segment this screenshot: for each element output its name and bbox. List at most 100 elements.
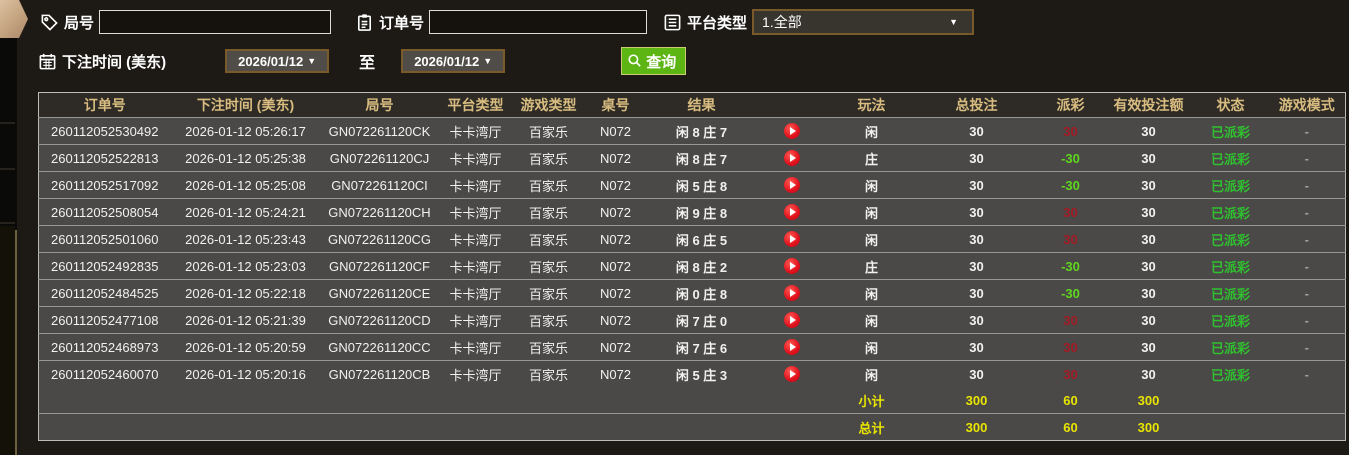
cell-result: 闲 7 庄 6 <box>646 333 757 361</box>
dropdown-arrow-icon: ▼ <box>307 55 317 66</box>
replay-play-icon[interactable] <box>783 204 800 221</box>
query-button[interactable]: 查询 <box>621 47 687 75</box>
replay-play-icon[interactable] <box>783 366 800 383</box>
cell-table_no: N072 <box>584 225 647 253</box>
cell-status: 已派彩 <box>1192 144 1269 172</box>
cell-game_type: 百家乐 <box>512 279 585 307</box>
cell-payout: 30 <box>1036 117 1105 145</box>
background-side-strip <box>0 0 17 455</box>
cell-result: 闲 8 庄 7 <box>646 117 757 145</box>
cell-bet_time: 2026-01-12 05:25:08 <box>170 171 321 199</box>
cell-valid_bet: 30 <box>1104 279 1193 307</box>
round-input[interactable] <box>99 10 332 34</box>
search-icon <box>627 53 643 69</box>
summary-row: 小计 300 60 300 <box>38 387 1346 414</box>
replay-play-icon[interactable] <box>783 123 800 140</box>
cell-bet_time: 2026-01-12 05:26:17 <box>170 117 321 145</box>
cell-valid_bet: 30 <box>1104 117 1193 145</box>
cell-mode: - <box>1268 171 1346 199</box>
cell-order_no: 260112052522813 <box>38 144 171 172</box>
cell-replay <box>756 117 827 145</box>
cell-game_type <box>512 413 585 441</box>
cell-game_type: 百家乐 <box>512 252 585 280</box>
cell-payout: -30 <box>1036 144 1105 172</box>
order-filter-group: 订单号 <box>355 10 648 34</box>
cell-replay <box>756 306 827 334</box>
cell-round_no: GN072261120CI <box>320 171 439 199</box>
filter-bar-top: 局号 订单号 平台类型 1.全部 ▼ <box>40 8 975 36</box>
cell-valid_bet: 30 <box>1104 144 1193 172</box>
cell-payout: 30 <box>1036 360 1105 387</box>
replay-play-icon[interactable] <box>783 150 800 167</box>
table-row: 260112052484525 2026-01-12 05:22:18 GN0722… <box>38 279 1346 307</box>
cell-status: 已派彩 <box>1192 252 1269 280</box>
cell-platform: 卡卡湾厅 <box>438 360 513 387</box>
cell-bet_time: 2026-01-12 05:24:21 <box>170 198 321 226</box>
cell-play: 闲 <box>826 360 917 387</box>
platform-select[interactable]: 1.全部 ▼ <box>752 9 975 35</box>
cell-round_no: GN072261120CD <box>320 306 439 334</box>
date-to-picker[interactable]: 2026/01/12 ▼ <box>401 49 506 73</box>
cell-platform: 卡卡湾厅 <box>438 252 513 280</box>
column-header: 状态 <box>1192 92 1269 118</box>
cell-game_type: 百家乐 <box>512 198 585 226</box>
cell-platform: 卡卡湾厅 <box>438 144 513 172</box>
cell-mode <box>1268 387 1346 414</box>
cell-mode: - <box>1268 333 1346 361</box>
cell-mode: - <box>1268 117 1346 145</box>
cell-valid_bet: 30 <box>1104 360 1193 387</box>
list-icon <box>663 13 682 32</box>
cell-play: 闲 <box>826 306 917 334</box>
cell-result: 闲 7 庄 0 <box>646 306 757 334</box>
cell-total_bet: 300 <box>916 387 1037 414</box>
cell-game_type <box>512 387 585 414</box>
query-button-label: 查询 <box>646 53 677 71</box>
dropdown-arrow-icon: ▼ <box>483 55 493 66</box>
bet-time-group: 下注时间 (美东) <box>38 51 166 72</box>
filter-bar-bottom: 下注时间 (美东) 2026/01/12 ▼ 至 2026/01/12 ▼ 查询 <box>38 46 687 76</box>
order-input[interactable] <box>429 10 648 34</box>
cell-bet_time: 2026-01-12 05:21:39 <box>170 306 321 334</box>
cell-round_no <box>320 413 439 441</box>
replay-play-icon[interactable] <box>783 285 800 302</box>
replay-play-icon[interactable] <box>783 312 800 329</box>
cell-platform: 卡卡湾厅 <box>438 171 513 199</box>
cell-table_no: N072 <box>584 360 647 387</box>
cell-status: 已派彩 <box>1192 117 1269 145</box>
cell-valid_bet: 30 <box>1104 171 1193 199</box>
summary-body: 小计 300 60 300 总计 300 60 300 <box>38 387 1346 441</box>
cell-payout: -30 <box>1036 279 1105 307</box>
cell-play: 闲 <box>826 279 917 307</box>
cell-total_bet: 30 <box>916 198 1037 226</box>
replay-play-icon[interactable] <box>783 258 800 275</box>
column-header: 游戏类型 <box>512 92 585 118</box>
cell-mode: - <box>1268 225 1346 253</box>
cell-table_no: N072 <box>584 333 647 361</box>
cell-valid_bet: 300 <box>1104 387 1193 414</box>
bet-time-label: 下注时间 (美东) <box>62 53 167 71</box>
cell-result: 闲 9 庄 8 <box>646 198 757 226</box>
cell-play: 闲 <box>826 117 917 145</box>
cell-bet_time <box>170 413 321 441</box>
replay-play-icon[interactable] <box>783 231 800 248</box>
cell-mode: - <box>1268 360 1346 387</box>
cell-total_bet: 30 <box>916 117 1037 145</box>
replay-play-icon[interactable] <box>783 339 800 356</box>
cell-platform: 卡卡湾厅 <box>438 306 513 334</box>
cell-bet_time: 2026-01-12 05:20:59 <box>170 333 321 361</box>
column-header: 桌号 <box>584 92 647 118</box>
replay-play-icon[interactable] <box>783 177 800 194</box>
cell-replay <box>756 360 827 387</box>
cell-valid_bet: 300 <box>1104 413 1193 441</box>
cell-payout: 30 <box>1036 198 1105 226</box>
cell-round_no <box>320 387 439 414</box>
cell-play: 庄 <box>826 252 917 280</box>
date-from-value: 2026/01/12 <box>238 53 304 69</box>
cell-bet_time: 2026-01-12 05:25:38 <box>170 144 321 172</box>
cell-game_type: 百家乐 <box>512 333 585 361</box>
date-from-picker[interactable]: 2026/01/12 ▼ <box>225 49 330 73</box>
table-row: 260112052477108 2026-01-12 05:21:39 GN0722… <box>38 306 1346 334</box>
column-header: 有效投注额 <box>1104 92 1193 118</box>
cell-bet_time: 2026-01-12 05:20:16 <box>170 360 321 387</box>
table-body: 260112052530492 2026-01-12 05:26:17 GN0722… <box>38 117 1346 387</box>
